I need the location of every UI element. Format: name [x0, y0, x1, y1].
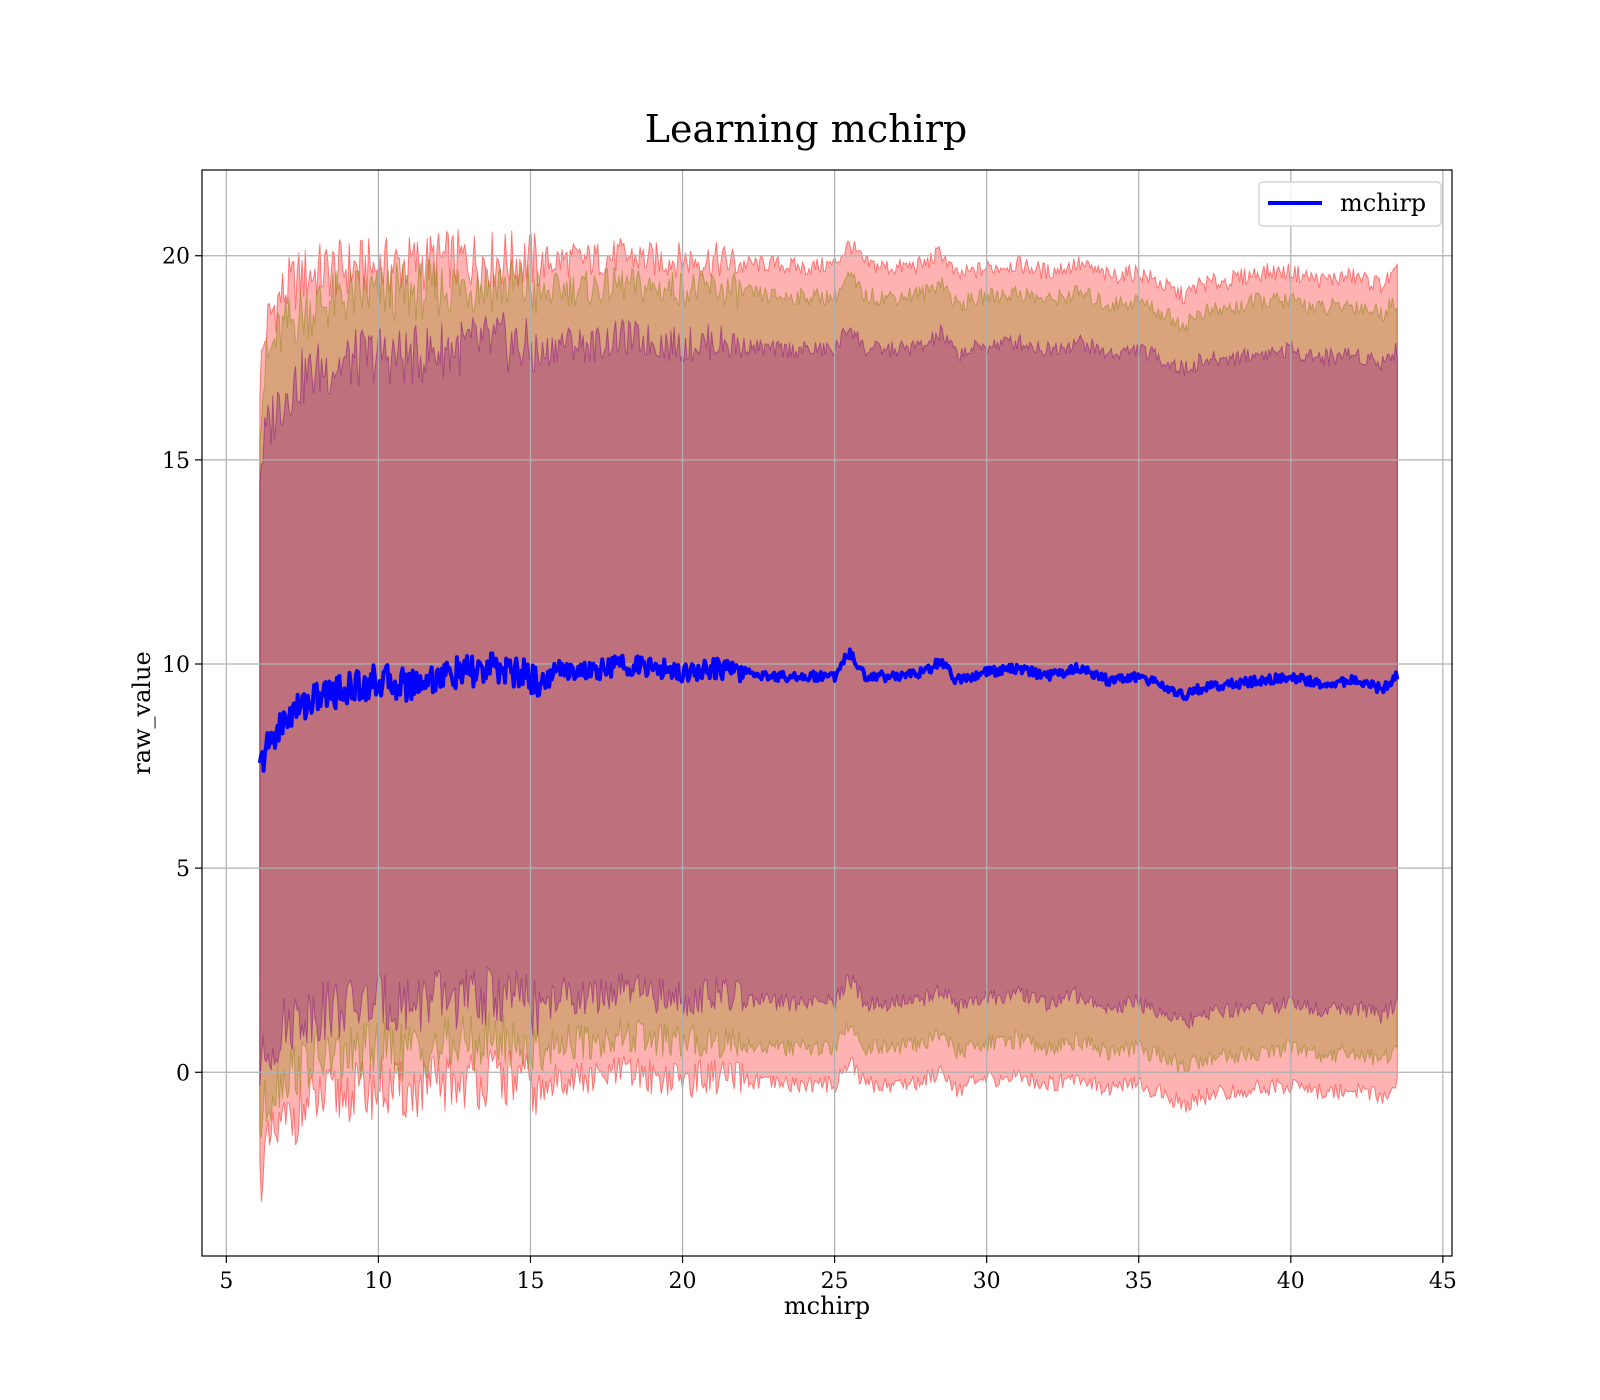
legend-box — [1258, 181, 1442, 227]
x-axis-ticks: 5 10 15 20 25 30 35 40 45 — [219, 1256, 1457, 1294]
y-tick-label: 5 — [176, 857, 190, 882]
x-tick-label: 10 — [364, 1269, 392, 1294]
y-tick-label: 10 — [162, 653, 190, 678]
y-axis-ticks: 0 5 10 15 20 — [162, 245, 202, 1086]
x-tick-label: 20 — [669, 1269, 697, 1294]
x-tick-label: 25 — [821, 1269, 849, 1294]
y-tick-label: 15 — [162, 449, 190, 474]
x-tick-label: 30 — [973, 1269, 1001, 1294]
series-line-mchirp — [257, 647, 1400, 773]
chart-title: Learning mchirp — [645, 107, 967, 151]
plot-frame — [201, 169, 1453, 1257]
x-tick-label: 15 — [516, 1269, 544, 1294]
confidence-band-1 — [259, 229, 1398, 1203]
x-tick-label: 40 — [1277, 1269, 1305, 1294]
grid — [202, 170, 1452, 1256]
series-lines — [257, 647, 1400, 773]
y-tick-label: 20 — [162, 245, 190, 270]
x-axis-label: mchirp — [784, 1292, 870, 1320]
legend: mchirp — [1258, 181, 1442, 227]
x-tick-label: 45 — [1429, 1269, 1457, 1294]
confidence-band-3 — [259, 312, 1398, 1086]
confidence-band-2 — [259, 257, 1398, 1138]
y-tick-label: 0 — [176, 1061, 190, 1086]
y-axis-label: raw_value — [128, 651, 156, 775]
x-tick-label: 35 — [1125, 1269, 1153, 1294]
legend-label-mchirp: mchirp — [1340, 189, 1426, 217]
x-tick-label: 5 — [219, 1269, 233, 1294]
confidence-bands — [259, 229, 1398, 1203]
